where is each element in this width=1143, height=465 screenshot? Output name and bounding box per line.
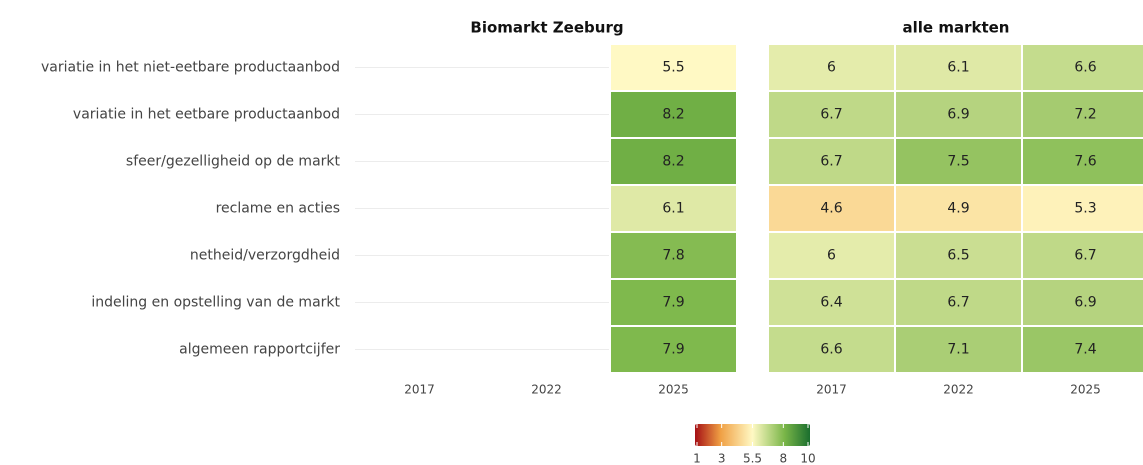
heatmap-cell <box>894 137 1023 186</box>
heatmap-cell <box>609 231 738 280</box>
row-label: sfeer/gezelligheid op de markt <box>126 154 341 170</box>
cell-label: 6.6 <box>820 342 842 358</box>
heatmap-cell <box>1021 90 1143 139</box>
heatmap-cell <box>609 90 738 139</box>
cell-label: 6.5 <box>947 248 969 264</box>
facet-title: Biomarkt Zeeburg <box>470 19 623 37</box>
cell-label: 7.6 <box>1074 154 1096 170</box>
heatmap-cell <box>1021 325 1143 374</box>
cell-label: 6.6 <box>1074 60 1096 76</box>
heatmap-cell <box>1021 278 1143 327</box>
cell-label: 6.9 <box>1074 295 1096 311</box>
cell-label: 6.4 <box>820 295 842 311</box>
heatmap-cell <box>767 137 896 186</box>
x-tick-label: 2022 <box>531 383 562 397</box>
heatmap-cell <box>894 278 1023 327</box>
cell-label: 7.2 <box>1074 107 1096 123</box>
cell-label: 7.8 <box>662 248 684 264</box>
cell-label: 5.3 <box>1074 201 1096 217</box>
cell-label: 4.6 <box>820 201 842 217</box>
cell-label: 7.9 <box>662 295 684 311</box>
cell-label: 8.2 <box>662 154 684 170</box>
facet-title: alle markten <box>903 19 1010 37</box>
heatmap-cell <box>1021 137 1143 186</box>
cell-label: 6 <box>827 60 836 76</box>
cell-label: 7.1 <box>947 342 969 358</box>
cell-label: 6.7 <box>1074 248 1096 264</box>
cell-label: 4.9 <box>947 201 969 217</box>
cell-label: 5.5 <box>662 60 684 76</box>
x-tick-label: 2017 <box>404 383 435 397</box>
colorbar-tick-label: 8 <box>780 452 788 465</box>
cell-label: 6.7 <box>947 295 969 311</box>
cell-label: 6.7 <box>820 154 842 170</box>
cell-label: 6.1 <box>947 60 969 76</box>
heatmap-cell <box>767 90 896 139</box>
colorbar <box>695 424 810 446</box>
heatmap-cell <box>767 325 896 374</box>
colorbar-tick-label: 1 <box>693 452 701 465</box>
row-label: indeling en opstelling van de markt <box>91 295 340 311</box>
cell-label: 7.4 <box>1074 342 1096 358</box>
x-tick-label: 2025 <box>658 383 689 397</box>
x-tick-label: 2022 <box>943 383 974 397</box>
cell-label: 7.9 <box>662 342 684 358</box>
cell-label: 6 <box>827 248 836 264</box>
cell-label: 6.9 <box>947 107 969 123</box>
row-label: algemeen rapportcijfer <box>179 342 340 358</box>
colorbar-tick-label: 3 <box>718 452 726 465</box>
heatmap-cell <box>1021 43 1143 92</box>
heatmap-cell <box>894 325 1023 374</box>
colorbar-tick-label: 5.5 <box>743 452 762 465</box>
x-tick-label: 2025 <box>1070 383 1101 397</box>
cell-label: 6.7 <box>820 107 842 123</box>
heatmap-cell <box>609 278 738 327</box>
colorbar-tick-label: 10 <box>800 452 815 465</box>
cell-label: 7.5 <box>947 154 969 170</box>
heatmap-cell <box>894 184 1023 233</box>
cell-label: 8.2 <box>662 107 684 123</box>
heatmap-cell <box>767 231 896 280</box>
heatmap-cell <box>1021 231 1143 280</box>
heatmap-cell <box>767 184 896 233</box>
row-label: variatie in het eetbare productaanbod <box>73 107 340 123</box>
row-label: variatie in het niet-eetbare productaanb… <box>41 60 340 76</box>
heatmap-cell <box>609 325 738 374</box>
cell-label: 6.1 <box>662 201 684 217</box>
x-tick-label: 2017 <box>816 383 847 397</box>
row-label: netheid/verzorgdheid <box>190 248 340 264</box>
row-label: reclame en acties <box>216 201 340 217</box>
heatmap-cell <box>609 137 738 186</box>
heatmap-cell <box>767 43 896 92</box>
